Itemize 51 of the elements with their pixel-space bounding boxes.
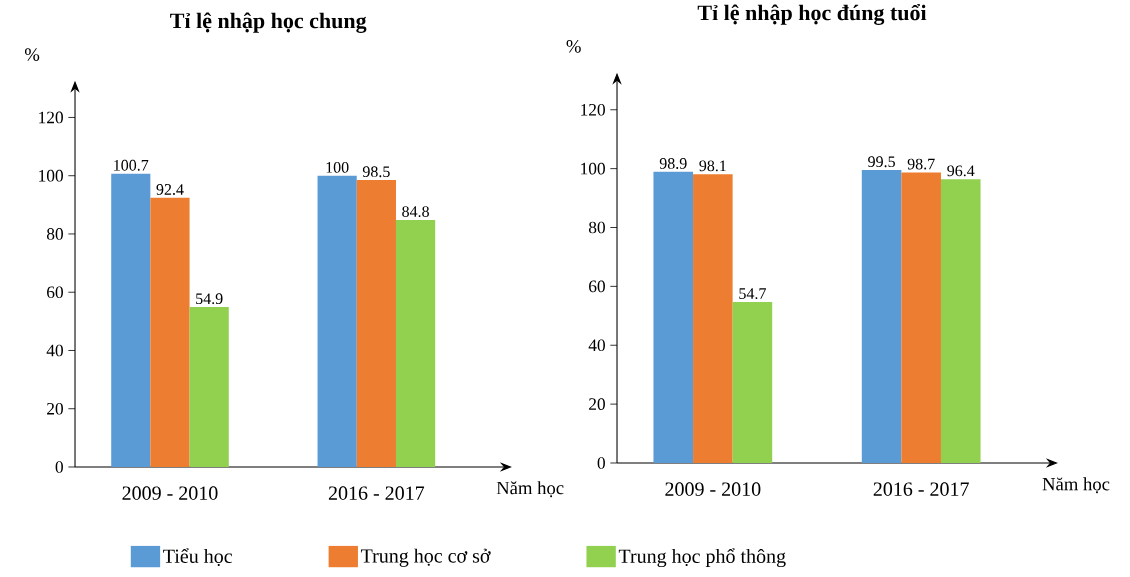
y-tick-label: 40 [588,339,605,352]
data-label: 98.7 [907,158,935,170]
data-label: 92.4 [156,184,184,195]
bar [901,172,941,463]
y-tick-label: 120 [39,111,63,124]
data-label: 100 [326,161,349,173]
x-axis-title: Năm học [496,481,564,498]
bar [940,179,981,463]
y-axis-title: % [566,39,581,53]
bar [395,219,436,467]
y-tick-label: 0 [55,461,63,473]
y-tick-label: 0 [597,457,605,469]
bar [356,180,396,467]
x-tick-label: 2016 - 2017 [328,486,425,500]
bar [732,301,773,463]
chart-title: Tỉ lệ nhập học chung [170,12,367,33]
y-tick-label: 80 [588,221,605,234]
data-label: 98.5 [362,166,390,178]
y-tick-label: 120 [581,103,605,116]
legend-label: Tiểu học [163,548,232,567]
bar [861,170,902,463]
chart-title: Tỉ lệ nhập học đúng tuổi [697,4,927,25]
x-axis-title: Năm học [1042,477,1110,494]
legend-label: Trung học cơ sở [360,548,491,567]
data-label: 84.8 [402,206,429,218]
data-label: 54.7 [739,288,766,300]
x-tick-label: 2016 - 2017 [873,482,969,496]
bar [653,171,694,463]
bar [693,174,733,463]
legend-label: Trung học phổ thông [618,548,786,568]
y-tick-label: 40 [46,344,63,357]
data-label: 99.5 [868,156,895,168]
data-label: 54.9 [196,293,223,305]
y-tick-label: 100 [581,162,605,175]
data-label: 96.4 [947,165,975,177]
x-tick-label: 2009 - 2010 [122,486,218,500]
data-label: 98.1 [699,160,726,172]
y-tick-label: 60 [589,280,605,293]
y-tick-label: 20 [589,398,605,410]
bar [150,197,190,467]
data-label: 98.9 [659,158,687,169]
y-tick-label: 100 [39,169,63,182]
y-tick-label: 20 [47,402,63,415]
x-tick-label: 2009 - 2010 [665,482,761,496]
bar [189,307,229,467]
bar [111,173,151,467]
y-tick-label: 60 [47,286,63,299]
data-label: 100.7 [114,159,149,171]
bar [317,175,357,467]
y-axis-title: % [24,48,40,61]
y-tick-label: 80 [46,228,63,240]
